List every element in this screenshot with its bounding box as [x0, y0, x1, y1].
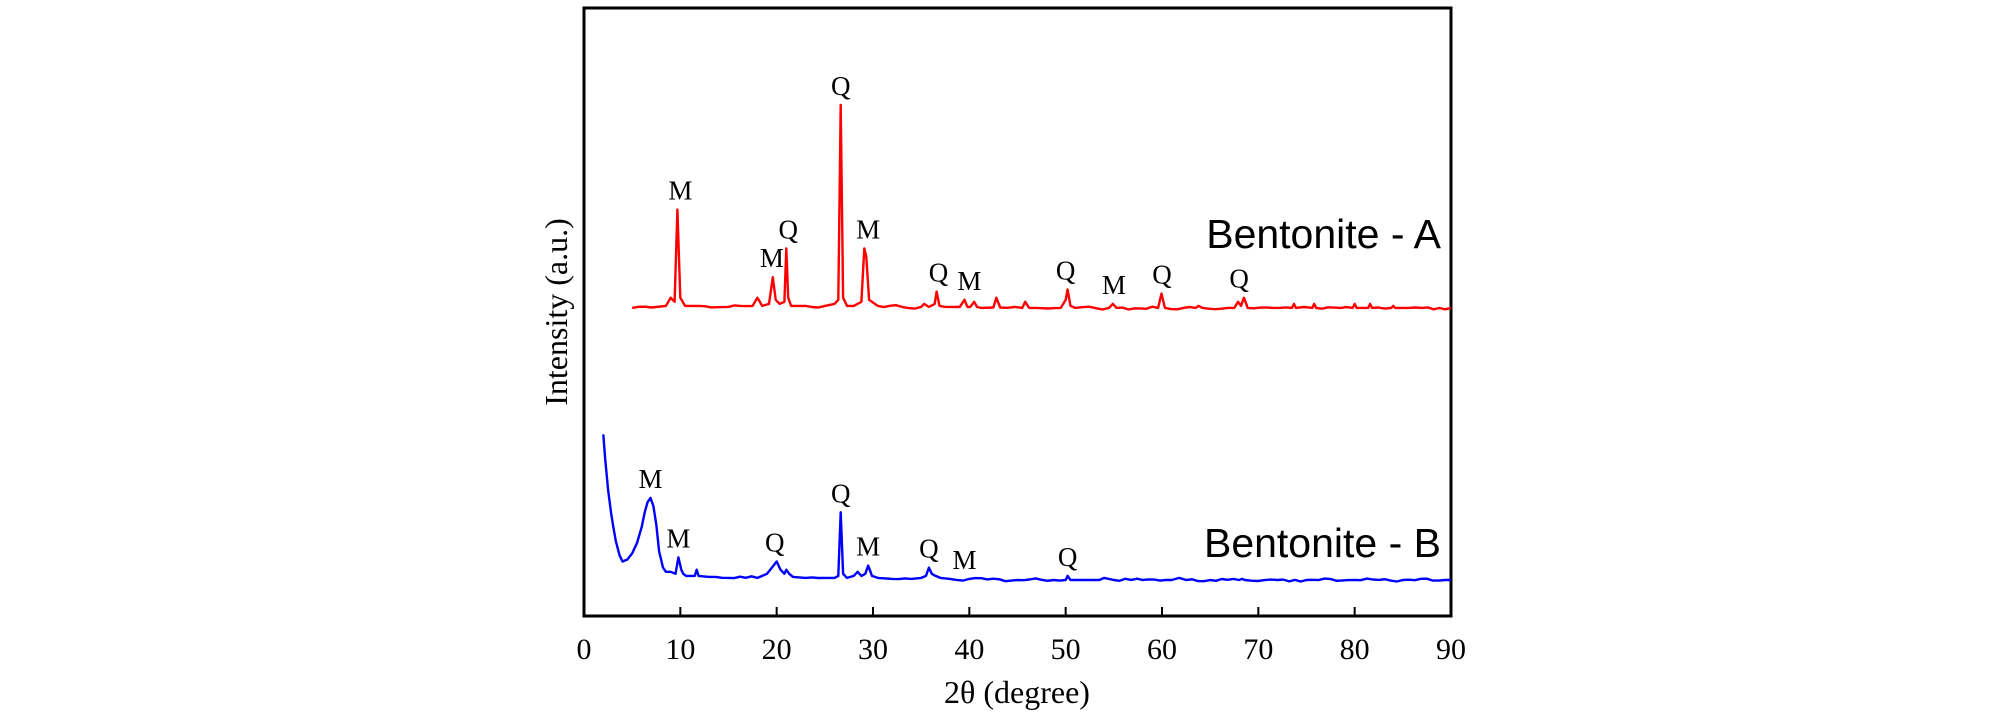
peak-label: M [957, 266, 981, 296]
peak-label: M [953, 545, 977, 575]
y-axis-title: Intensity (a.u.) [538, 218, 574, 406]
x-tick-label: 20 [762, 633, 792, 666]
peak-label: M [1102, 270, 1126, 300]
peak-label: M [668, 176, 692, 206]
peak-label: M [760, 243, 784, 273]
peak-label: Q [929, 258, 949, 288]
x-tick-label: 70 [1243, 633, 1273, 666]
peak-label: Q [919, 534, 939, 564]
peak-label: Q [765, 528, 785, 558]
peak-label: Q [831, 71, 851, 101]
series-line-bentonite-b [602, 434, 1451, 583]
x-tick-label: 50 [1051, 633, 1081, 666]
x-axis: 0 10 20 30 40 50 60 70 80 90 [577, 607, 1466, 666]
peak-label: Q [1229, 264, 1249, 294]
x-tick-label: 40 [954, 633, 984, 666]
x-tick-label: 60 [1147, 633, 1177, 666]
series-bentonite-b: MM QQM Q M Q Bentonite - B [602, 434, 1451, 583]
peak-label: Q [1058, 542, 1078, 572]
peak-label: M [638, 464, 662, 494]
x-tick-label: 10 [665, 633, 695, 666]
peak-label: Q [831, 478, 851, 508]
peak-label: M [856, 532, 880, 562]
peak-label: M [856, 215, 880, 245]
x-tick-label: 0 [577, 633, 592, 666]
x-axis-title: 2θ (degree) [944, 674, 1090, 710]
x-tick-label: 90 [1436, 633, 1466, 666]
series-label-bentonite-a: Bentonite - A [1206, 211, 1441, 257]
x-tick-label: 30 [858, 633, 888, 666]
series-label-bentonite-b: Bentonite - B [1204, 520, 1441, 566]
x-tick-label: 80 [1340, 633, 1370, 666]
peak-label: Q [1056, 256, 1076, 286]
peak-label: M [666, 523, 690, 553]
peak-label: Q [1152, 260, 1172, 290]
series-line-bentonite-a [631, 103, 1452, 311]
peak-labels-bentonite-b: MM QQM Q M Q [638, 464, 1077, 575]
plot-frame [582, 6, 1453, 618]
peak-label: Q [778, 215, 798, 245]
